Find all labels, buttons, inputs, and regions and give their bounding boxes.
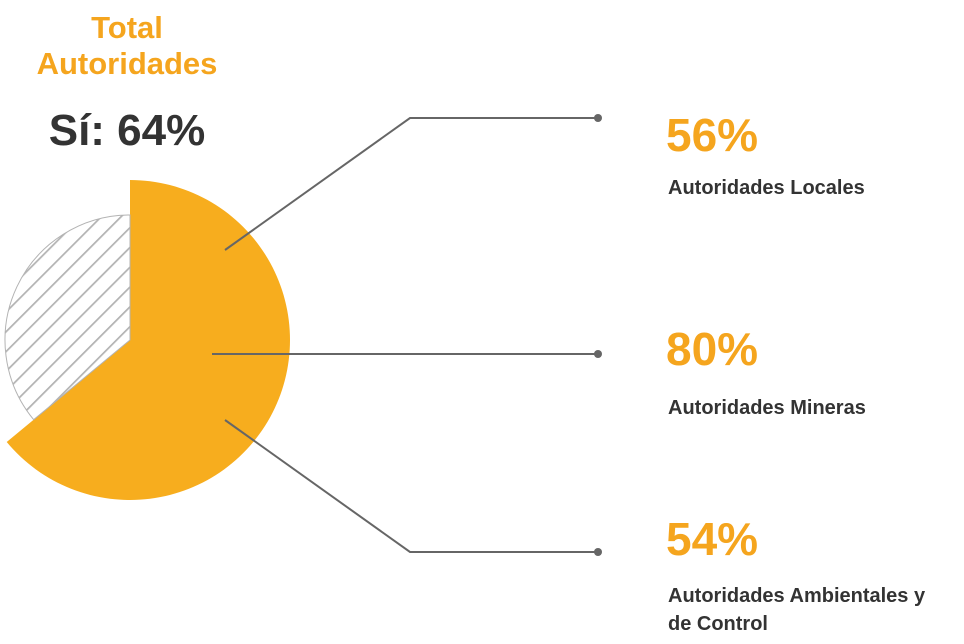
breakdown-label: Autoridades Mineras [668, 397, 866, 419]
breakdown-value-label: 80% [666, 323, 759, 375]
connector [224, 117, 598, 251]
breakdown-label: Autoridades Locales [668, 177, 865, 199]
connectors [212, 117, 598, 553]
value-label: Sí: 64% [48, 106, 206, 155]
pie-slice [6, 180, 290, 500]
chart-title: Total Autoridades [36, 10, 218, 81]
breakdown-value-label: 56% [666, 109, 759, 161]
breakdown-value-label: 54% [666, 513, 759, 565]
pie-slice [4, 214, 131, 421]
connector [224, 419, 598, 553]
breakdown-label: Autoridades Ambientales y de Control [668, 585, 926, 635]
